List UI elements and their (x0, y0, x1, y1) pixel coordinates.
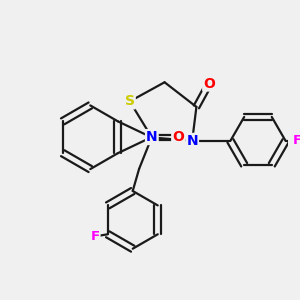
Text: F: F (90, 230, 100, 243)
Text: N: N (146, 130, 158, 144)
Text: O: O (172, 130, 184, 145)
Text: N: N (186, 134, 198, 148)
Text: F: F (293, 134, 300, 147)
Text: O: O (203, 76, 215, 91)
Text: S: S (125, 94, 135, 108)
